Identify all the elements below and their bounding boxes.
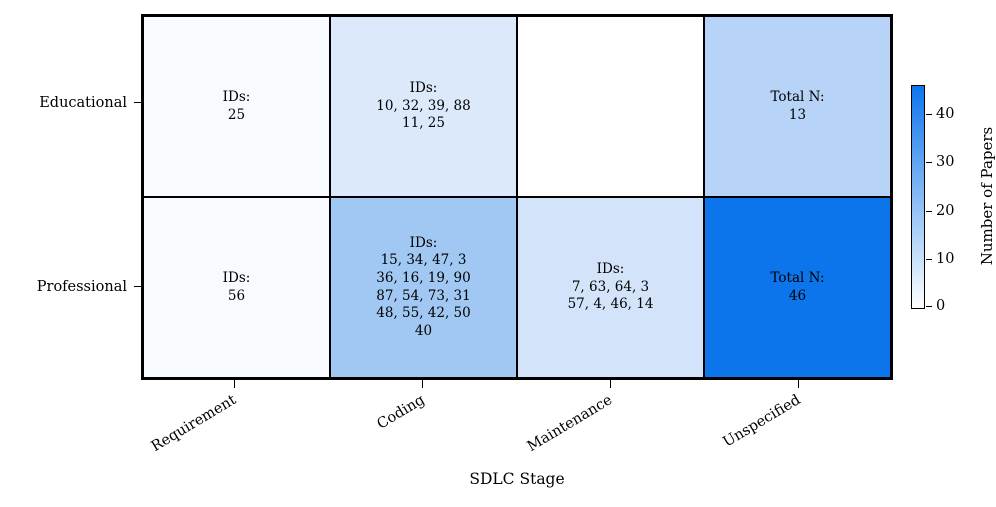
- cell-educational-coding: IDs: 10, 32, 39, 88 11, 25: [330, 16, 517, 197]
- xtick-mark: [798, 380, 800, 388]
- colorbar-tick: [926, 211, 932, 213]
- xtick-unspecified: Unspecified: [720, 392, 804, 451]
- xtick-mark: [610, 380, 612, 388]
- xtick-mark: [234, 380, 236, 388]
- colorbar-tick-30: 30: [936, 154, 955, 170]
- heatmap-grid: IDs: 25 IDs: 10, 32, 39, 88 11, 25 Total…: [141, 14, 893, 380]
- cell-professional-maintenance: IDs: 7, 63, 64, 3 57, 4, 46, 14: [517, 197, 704, 378]
- colorbar-tick: [926, 162, 932, 164]
- ytick-professional: Professional: [36, 279, 127, 295]
- colorbar-tick: [926, 259, 932, 261]
- colorbar-tick-40: 40: [936, 106, 955, 122]
- cell-educational-requirement: IDs: 25: [143, 16, 330, 197]
- cell-educational-unspecified: Total N: 13: [704, 16, 891, 197]
- ytick-mark: [134, 286, 141, 288]
- xtick-mark: [422, 380, 424, 388]
- colorbar-tick-0: 0: [936, 298, 946, 314]
- xtick-requirement: Requirement: [148, 392, 240, 456]
- xaxis-title: SDLC Stage: [469, 470, 565, 488]
- colorbar-tick-10: 10: [936, 251, 955, 267]
- cell-professional-requirement: IDs: 56: [143, 197, 330, 378]
- colorbar-tick: [926, 114, 932, 116]
- colorbar-tick-20: 20: [936, 203, 955, 219]
- colorbar: 40 30 20 10 0: [911, 85, 954, 314]
- cell-educational-maintenance: [517, 16, 704, 197]
- cell-professional-coding: IDs: 15, 34, 47, 3 36, 16, 19, 90 87, 54…: [330, 197, 517, 378]
- xtick-coding: Coding: [374, 392, 428, 433]
- ytick-mark: [134, 102, 141, 104]
- xtick-maintenance: Maintenance: [524, 392, 616, 456]
- cell-professional-unspecified: Total N: 46: [704, 197, 891, 378]
- colorbar-tick: [926, 306, 932, 308]
- ytick-educational: Educational: [39, 95, 127, 111]
